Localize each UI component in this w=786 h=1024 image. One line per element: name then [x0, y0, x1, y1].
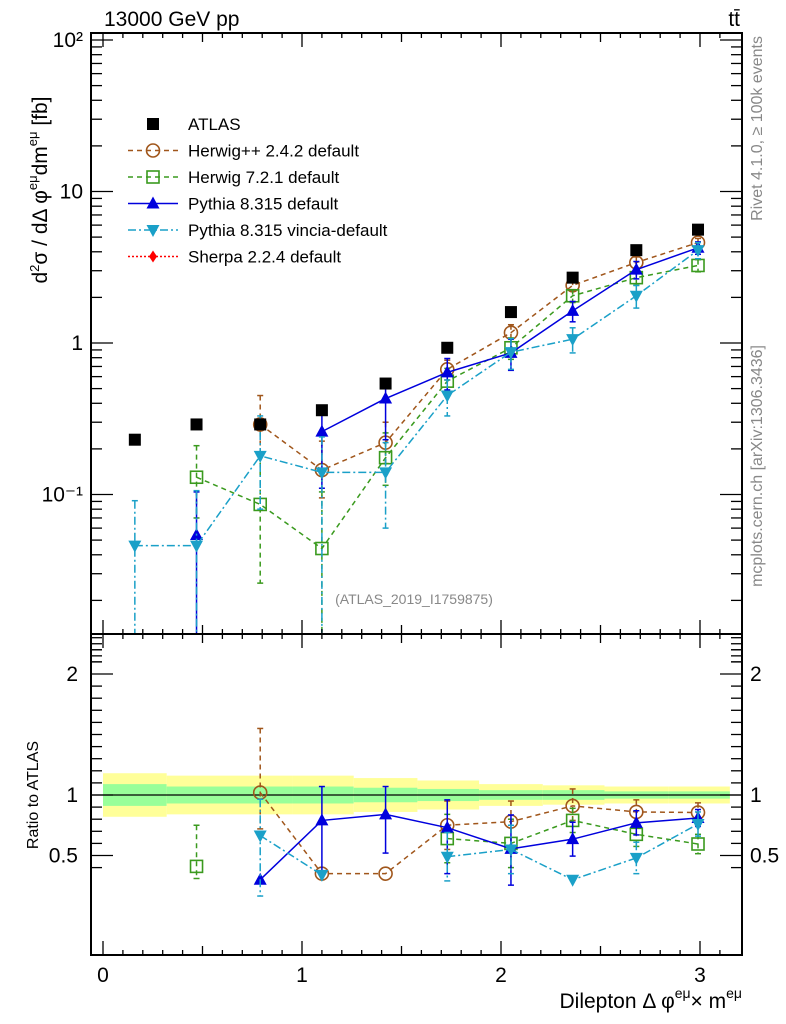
- main-pythia-8-315-default-point: [379, 391, 393, 404]
- ratio-pythia-8-315-default-point: [315, 813, 329, 826]
- legend-marker: [146, 170, 160, 184]
- ratio-pythia-8-315-vincia-default-point: [253, 830, 267, 843]
- ratio-y-tick-label-left: 1: [66, 784, 78, 807]
- main-pythia-8-315-vincia-default-point: [504, 347, 518, 360]
- ratio-pythia-8-315-default-point: [440, 820, 454, 833]
- ratio-pythia-8-315-vincia-default-point: [440, 851, 454, 864]
- x-tick-label: 3: [694, 964, 706, 987]
- main-pythia-8-315-default-point: [440, 365, 454, 378]
- main-atlas-point: [441, 341, 454, 354]
- y-tick-label: 10²: [53, 29, 83, 52]
- legend-marker: [147, 118, 159, 130]
- main-pythia-8-315-vincia-default-point: [691, 245, 705, 258]
- ratio-pythia-8-315-default-point: [629, 815, 643, 828]
- ratio-pythia-8-315-vincia-default-point: [691, 819, 705, 832]
- main-atlas-point: [128, 433, 141, 446]
- y-tick-label: 1: [71, 332, 83, 355]
- main-series-group: [128, 223, 706, 634]
- ratio-series-group: [189, 727, 706, 897]
- main-atlas-point: [692, 223, 705, 236]
- legend-label: Sherpa 2.2.4 default: [188, 248, 341, 267]
- main-herwig-7-2-1-default-point: [189, 470, 204, 485]
- main-atlas-point: [254, 418, 267, 431]
- main-y-axis-label: d2σ / dΔ φeμdmeμ [fb]: [25, 96, 52, 283]
- ratio-y-tick-label-left: 2: [66, 663, 78, 686]
- main-herwig-7-2-1-default-line: [196, 264, 699, 550]
- main-atlas-point: [379, 377, 392, 390]
- ratio-pythia-8-315-default-point: [566, 832, 580, 845]
- main-pythia-8-315-vincia-default-point: [315, 467, 329, 480]
- ratio-herwig-7-2-1-default-point: [189, 859, 204, 874]
- main-pythia-8-315-vincia-default-point: [128, 540, 142, 553]
- ratio-pythia-8-315-default-line: [259, 813, 699, 881]
- legend-label: Pythia 8.315 vincia-default: [188, 221, 388, 240]
- legend-label: Pythia 8.315 default: [188, 195, 339, 214]
- mcplots-credit-text: mcplots.cern.ch [arXiv:1306.3436]: [749, 345, 766, 587]
- main-pythia-8-315-default-point: [566, 303, 580, 316]
- main-pythia-8-315-default-point: [315, 424, 329, 437]
- ratio-herwig-2-4-2-default-line: [259, 792, 699, 875]
- main-pythia-8-315-vincia-default-line: [134, 249, 699, 547]
- ratio-herwig-2-4-2-default-point: [378, 866, 393, 881]
- x-tick-label: 1: [296, 964, 308, 987]
- legend-label: Herwig++ 2.4.2 default: [188, 142, 359, 161]
- legend-label: ATLAS: [188, 115, 241, 134]
- ratio-pythia-8-315-vincia-default-point: [629, 852, 643, 865]
- legend-marker: [146, 225, 160, 237]
- ratio-pythia-8-315-default-point: [379, 807, 393, 820]
- ratio-y-tick-label-right: 1: [750, 784, 762, 807]
- ratio-pythia-8-315-vincia-default-line: [259, 834, 323, 876]
- legend-marker: [145, 143, 161, 158]
- legend: ATLAS Herwig++ 2.4.2 default Herwig 7.2.1 …: [128, 115, 388, 267]
- main-atlas-point: [190, 418, 203, 431]
- legend-marker: [146, 196, 160, 209]
- y-tick-label: 10: [60, 181, 83, 204]
- main-atlas-point: [315, 404, 328, 417]
- main-pythia-8-315-vincia-default-point: [379, 467, 393, 480]
- ratio-y-tick-label-right: 2: [750, 663, 762, 686]
- main-pythia-8-315-default-point: [629, 262, 643, 275]
- main-atlas-point: [504, 306, 517, 319]
- ratio-y-tick-label-right: 0.5: [750, 845, 779, 868]
- ratio-pythia-8-315-default-point: [253, 872, 267, 885]
- main-pythia-8-315-vincia-default-point: [190, 540, 204, 553]
- legend-marker: [149, 250, 157, 263]
- ratio-pythia-8-315-vincia-default-point: [504, 844, 518, 857]
- ratio-pythia-8-315-vincia-default-point: [566, 874, 580, 887]
- ratio-plot: 0 1 2 3 0.5 0.5 1 1 2 2: [49, 633, 779, 987]
- ratio-pythia-8-315-vincia-default-point: [315, 869, 329, 882]
- main-pythia-8-315-vincia-default-point: [253, 450, 267, 463]
- ratio-y-axis-label: Ratio to ATLAS: [25, 741, 42, 849]
- main-pythia-8-315-vincia-default-point: [440, 390, 454, 403]
- ratio-y-tick-label-left: 0.5: [49, 845, 78, 868]
- main-atlas-point: [630, 244, 643, 257]
- main-pythia-8-315-vincia-default-point: [566, 334, 580, 347]
- header-left-title: 13000 GeV pp: [104, 8, 239, 31]
- analysis-tag: (ATLAS_2019_I1759875): [335, 591, 493, 607]
- main-pythia-8-315-vincia-default-point: [629, 290, 643, 303]
- rivet-version-text: Rivet 4.1.0, ≥ 100k events: [749, 36, 766, 221]
- y-tick-label: 10⁻¹: [42, 484, 83, 507]
- main-plot: 10² 10 1 10⁻¹: [42, 29, 743, 955]
- header-right-process: tt̄: [728, 8, 740, 31]
- ratio-herwig-7-2-1-default-point: [691, 837, 705, 851]
- x-tick-label: 2: [495, 964, 507, 987]
- x-tick-label: 0: [97, 964, 109, 987]
- main-atlas-point: [566, 271, 579, 284]
- x-axis-label: Dilepton Δ φeμ× meμ: [559, 985, 742, 1013]
- legend-label: Herwig 7.2.1 default: [188, 168, 339, 187]
